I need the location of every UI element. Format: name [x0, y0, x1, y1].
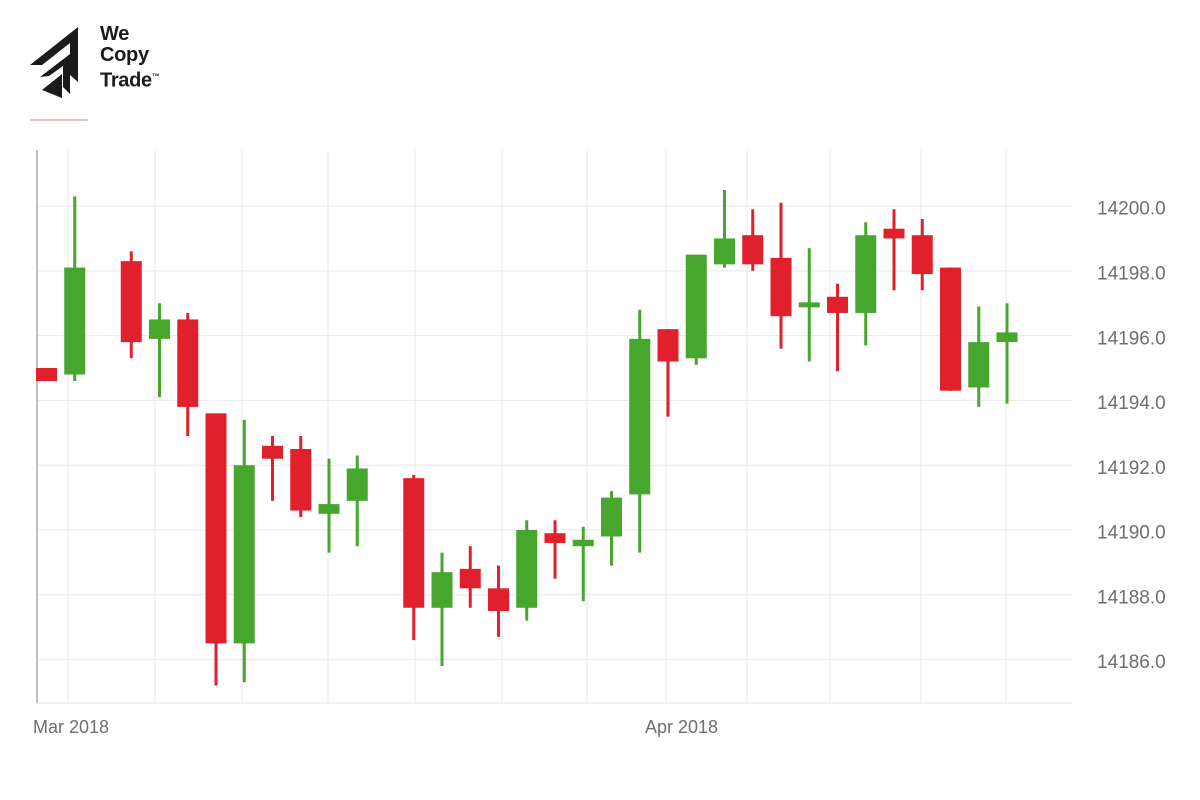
candle-body — [431, 572, 453, 608]
candle-body — [318, 504, 340, 514]
candle-up[interactable] — [685, 254, 707, 365]
candle-body — [601, 497, 622, 537]
candle-down[interactable] — [883, 209, 905, 291]
candle-down[interactable] — [459, 546, 481, 608]
candle-down[interactable] — [205, 413, 227, 686]
candle-up[interactable] — [64, 196, 86, 381]
brand-wordmark: We Copy Trade™ — [100, 24, 160, 92]
candle-down[interactable] — [827, 283, 848, 372]
candle-up[interactable] — [629, 309, 651, 553]
candle-body — [911, 235, 933, 275]
candle-body — [572, 539, 594, 547]
brand-word-copy: Copy — [100, 44, 149, 66]
candle-body — [205, 413, 227, 644]
candle-down[interactable] — [742, 209, 764, 271]
candle-body — [233, 465, 255, 644]
y-axis-label: 14196.0 — [1097, 328, 1166, 349]
candle-down[interactable] — [770, 202, 792, 349]
brand-word-trade: Trade™ — [100, 69, 160, 92]
candle-up[interactable] — [346, 455, 368, 547]
brand-word-we: We — [100, 23, 130, 45]
candle-up[interactable] — [798, 248, 820, 362]
candle-body — [516, 530, 538, 608]
accent-underline — [30, 119, 88, 121]
candle-body — [968, 342, 990, 388]
candle-up[interactable] — [601, 491, 622, 566]
candle-up[interactable] — [968, 306, 990, 407]
candle-down[interactable] — [911, 219, 933, 291]
candle-body — [403, 478, 425, 608]
candle-body — [177, 319, 199, 407]
candle-body — [262, 445, 283, 459]
y-axis-label: 14198.0 — [1097, 263, 1166, 284]
candle-body — [657, 329, 679, 362]
candle-body — [798, 302, 820, 308]
candle-up[interactable] — [516, 520, 538, 621]
candle-up[interactable] — [318, 458, 340, 553]
candle-body — [488, 588, 509, 611]
candle-body — [770, 257, 792, 317]
wecopytrade-logo-icon — [30, 27, 78, 98]
candle-body — [714, 238, 735, 265]
candle-body — [290, 449, 312, 511]
candle-up[interactable] — [149, 303, 170, 398]
y-axis-label: 14190.0 — [1097, 523, 1166, 544]
candle-body — [827, 296, 848, 313]
candle-body — [996, 332, 1018, 343]
y-axis-label: 14200.0 — [1097, 199, 1166, 220]
candle-up[interactable] — [714, 189, 735, 268]
candle-up[interactable] — [572, 526, 594, 602]
candle-body — [883, 228, 905, 239]
candle-body — [459, 568, 481, 589]
trademark-symbol: ™ — [151, 72, 160, 81]
candle-down[interactable] — [488, 565, 509, 637]
candle-body — [940, 267, 961, 391]
y-axis-label: 14186.0 — [1097, 652, 1166, 673]
x-axis-label: Mar 2018 — [33, 717, 109, 737]
candle-body — [64, 267, 86, 375]
candle-down[interactable] — [262, 436, 283, 501]
candle-body — [346, 468, 368, 501]
candle-down[interactable] — [657, 329, 679, 417]
candle-body — [544, 533, 566, 543]
candle-down[interactable] — [177, 312, 199, 437]
candle-down[interactable] — [544, 520, 566, 579]
candle-up[interactable] — [996, 303, 1018, 404]
candle-up[interactable] — [431, 552, 453, 667]
y-axis-label: 14194.0 — [1097, 393, 1166, 414]
candle-down[interactable] — [36, 368, 57, 381]
candle-body — [36, 368, 57, 381]
candle-down[interactable] — [290, 436, 312, 518]
candle-down[interactable] — [940, 267, 961, 391]
candle-body — [742, 235, 764, 265]
candle-body — [855, 235, 877, 313]
candle-down[interactable] — [120, 251, 142, 359]
candle-body — [120, 261, 142, 343]
candle-up[interactable] — [233, 419, 255, 683]
candle-up[interactable] — [855, 222, 877, 346]
candle-body — [629, 338, 651, 495]
brand: We Copy Trade™ — [28, 18, 160, 98]
y-axis-label: 14188.0 — [1097, 587, 1166, 608]
candle-body — [685, 254, 707, 359]
candle-body — [149, 319, 170, 339]
x-axis-label: Apr 2018 — [645, 717, 718, 737]
y-axis-label: 14192.0 — [1097, 458, 1166, 479]
candle-down[interactable] — [403, 474, 425, 641]
